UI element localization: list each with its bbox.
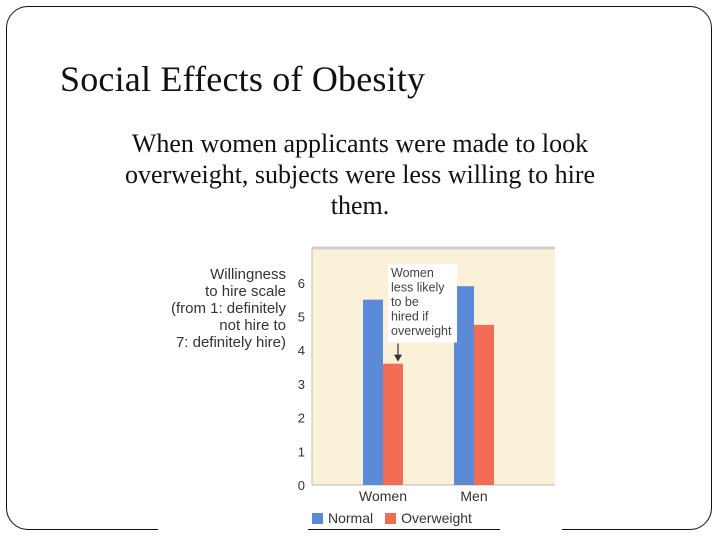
annotation-text: overweight [391, 324, 452, 338]
bar-overweight-women [383, 363, 403, 485]
subtitle-line: overweight, subjects were less willing t… [124, 160, 596, 189]
x-tick-label: Women [359, 488, 407, 504]
y-tick-label: 1 [298, 444, 305, 459]
annotation-text: hired if [391, 310, 429, 324]
y-tick-label: 2 [298, 411, 305, 426]
annotation-text: Women [391, 266, 434, 280]
annotation-arrow-head [394, 354, 402, 362]
chart-legend: Normal Overweight [312, 510, 484, 526]
annotation-box [388, 264, 457, 343]
y-tick-label: 0 [298, 478, 305, 493]
bar-overweight-men [474, 324, 494, 485]
annotation-text: to be [391, 295, 419, 309]
y-tick-label: 5 [298, 310, 305, 325]
legend-label-normal: Normal [328, 510, 374, 526]
frame-gap-left [158, 520, 308, 534]
legend-swatch-normal [312, 512, 323, 524]
annotation-text: less likely [391, 281, 445, 295]
y-tick-label: 4 [298, 343, 305, 358]
legend-item-overweight: Overweight [385, 510, 472, 526]
y-axis-label-line: (from 1: definitely [170, 300, 286, 317]
bar-normal-women [363, 299, 383, 485]
slide-title: Social Effects of Obesity [60, 59, 426, 99]
y-axis-label-line: Willingness [210, 266, 286, 283]
subtitle-line: When women applicants were made to look [131, 129, 589, 158]
subtitle-line: them. [330, 191, 390, 220]
x-tick-label: Men [460, 488, 487, 504]
legend-item-normal: Normal [312, 510, 373, 526]
y-tick-label: 6 [298, 276, 305, 291]
y-axis-label-line: to hire scale [205, 283, 286, 300]
y-axis-label: Willingness to hire scale (from 1: defin… [150, 266, 286, 351]
legend-label-overweight: Overweight [401, 510, 472, 526]
y-tick-label: 3 [298, 377, 305, 392]
frame-gap-right [500, 520, 562, 534]
slide-subtitle: When women applicants were made to look … [60, 128, 660, 221]
bar-normal-men [454, 286, 474, 485]
y-axis-label-line: not hire to [219, 317, 286, 334]
slide-frame [6, 6, 712, 530]
y-axis-label-line: 7: definitely hire) [175, 334, 286, 351]
legend-swatch-overweight [385, 512, 397, 524]
